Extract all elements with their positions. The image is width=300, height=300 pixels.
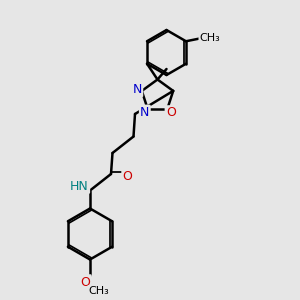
Text: O: O xyxy=(123,170,132,184)
Text: O: O xyxy=(166,106,176,119)
Text: CH₃: CH₃ xyxy=(200,33,220,43)
Text: O: O xyxy=(81,275,90,289)
Text: HN: HN xyxy=(70,179,89,193)
Text: N: N xyxy=(140,106,149,119)
Text: CH₃: CH₃ xyxy=(88,286,110,296)
Text: N: N xyxy=(133,83,142,96)
